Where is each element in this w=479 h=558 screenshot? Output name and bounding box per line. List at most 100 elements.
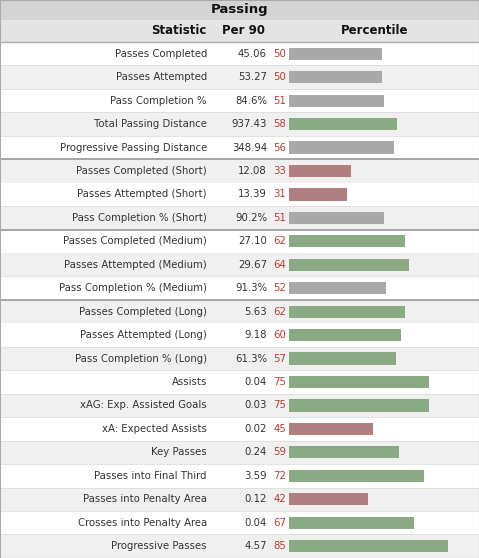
Text: Statistic: Statistic: [152, 25, 207, 37]
Bar: [0, 277, 479, 300]
Text: 45: 45: [273, 424, 286, 434]
Text: 0.03: 0.03: [245, 401, 267, 411]
Text: 31: 31: [273, 189, 286, 199]
Text: Passes Completed (Short): Passes Completed (Short): [76, 166, 207, 176]
Text: 0.12: 0.12: [245, 494, 267, 504]
Text: 51: 51: [273, 213, 286, 223]
Text: Total Passing Distance: Total Passing Distance: [94, 119, 207, 129]
Text: 937.43: 937.43: [232, 119, 267, 129]
Bar: [289, 141, 394, 153]
Bar: [0, 159, 479, 182]
Text: 56: 56: [273, 142, 286, 152]
Text: 27.10: 27.10: [238, 237, 267, 246]
Bar: [0, 136, 479, 159]
Bar: [289, 376, 429, 388]
Bar: [0, 394, 479, 417]
Bar: [0, 229, 479, 253]
Bar: [0, 535, 479, 558]
Text: 3.59: 3.59: [244, 471, 267, 481]
Bar: [0, 182, 479, 206]
Bar: [0, 89, 479, 112]
Text: 57: 57: [273, 354, 286, 364]
Text: 62: 62: [273, 307, 286, 317]
Text: Passes Completed: Passes Completed: [114, 49, 207, 59]
Bar: [0, 0, 479, 20]
Text: 13.39: 13.39: [238, 189, 267, 199]
Text: Passes into Penalty Area: Passes into Penalty Area: [83, 494, 207, 504]
Text: Pass Completion %: Pass Completion %: [111, 95, 207, 105]
Text: Passes into Final Third: Passes into Final Third: [94, 471, 207, 481]
Text: 29.67: 29.67: [238, 260, 267, 270]
Text: 0.04: 0.04: [245, 518, 267, 528]
Text: 0.04: 0.04: [245, 377, 267, 387]
Text: 9.18: 9.18: [244, 330, 267, 340]
Bar: [0, 441, 479, 464]
Bar: [0, 417, 479, 441]
Text: 33: 33: [273, 166, 286, 176]
Text: Pass Completion % (Medium): Pass Completion % (Medium): [59, 283, 207, 293]
Text: 75: 75: [273, 401, 286, 411]
Text: Per 90: Per 90: [222, 25, 265, 37]
Bar: [289, 94, 384, 107]
Bar: [289, 306, 405, 318]
Bar: [289, 118, 398, 130]
Text: Passes Completed (Medium): Passes Completed (Medium): [63, 237, 207, 246]
Text: Passes Attempted (Medium): Passes Attempted (Medium): [64, 260, 207, 270]
Bar: [289, 47, 383, 60]
Bar: [289, 540, 448, 552]
Text: Key Passes: Key Passes: [151, 448, 207, 458]
Text: Pass Completion % (Long): Pass Completion % (Long): [75, 354, 207, 364]
Bar: [289, 517, 414, 529]
Text: 50: 50: [273, 49, 286, 59]
Text: 72: 72: [273, 471, 286, 481]
Bar: [0, 347, 479, 371]
Text: 53.27: 53.27: [238, 72, 267, 82]
Text: 90.2%: 90.2%: [235, 213, 267, 223]
Text: 50: 50: [273, 72, 286, 82]
Text: 61.3%: 61.3%: [235, 354, 267, 364]
Text: Passes Attempted (Short): Passes Attempted (Short): [78, 189, 207, 199]
Bar: [289, 329, 401, 341]
Text: Progressive Passing Distance: Progressive Passing Distance: [60, 142, 207, 152]
Bar: [289, 235, 405, 247]
Text: 52: 52: [273, 283, 286, 293]
Bar: [0, 20, 479, 42]
Text: Passes Completed (Long): Passes Completed (Long): [79, 307, 207, 317]
Text: 85: 85: [273, 541, 286, 551]
Text: Assists: Assists: [171, 377, 207, 387]
Bar: [289, 165, 351, 177]
Bar: [0, 253, 479, 277]
Text: 84.6%: 84.6%: [235, 95, 267, 105]
Bar: [289, 423, 373, 435]
Bar: [0, 42, 479, 65]
Bar: [289, 282, 386, 294]
Bar: [289, 189, 347, 200]
Text: xAG: Exp. Assisted Goals: xAG: Exp. Assisted Goals: [80, 401, 207, 411]
Bar: [0, 300, 479, 324]
Text: 51: 51: [273, 95, 286, 105]
Bar: [0, 112, 479, 136]
Text: Progressive Passes: Progressive Passes: [112, 541, 207, 551]
Text: Passes Attempted: Passes Attempted: [116, 72, 207, 82]
Bar: [0, 371, 479, 394]
Text: Passing: Passing: [211, 3, 268, 17]
Text: 58: 58: [273, 119, 286, 129]
Text: 67: 67: [273, 518, 286, 528]
Text: Crosses into Penalty Area: Crosses into Penalty Area: [78, 518, 207, 528]
Text: 5.63: 5.63: [244, 307, 267, 317]
Text: 91.3%: 91.3%: [235, 283, 267, 293]
Text: Pass Completion % (Short): Pass Completion % (Short): [72, 213, 207, 223]
Text: Percentile: Percentile: [341, 25, 408, 37]
Bar: [0, 464, 479, 488]
Bar: [0, 65, 479, 89]
Text: 4.57: 4.57: [244, 541, 267, 551]
Text: 12.08: 12.08: [238, 166, 267, 176]
Bar: [0, 488, 479, 511]
Text: 0.24: 0.24: [245, 448, 267, 458]
Bar: [0, 206, 479, 229]
Text: 62: 62: [273, 237, 286, 246]
Text: 0.02: 0.02: [245, 424, 267, 434]
Bar: [289, 446, 399, 459]
Text: 42: 42: [273, 494, 286, 504]
Bar: [289, 493, 367, 506]
